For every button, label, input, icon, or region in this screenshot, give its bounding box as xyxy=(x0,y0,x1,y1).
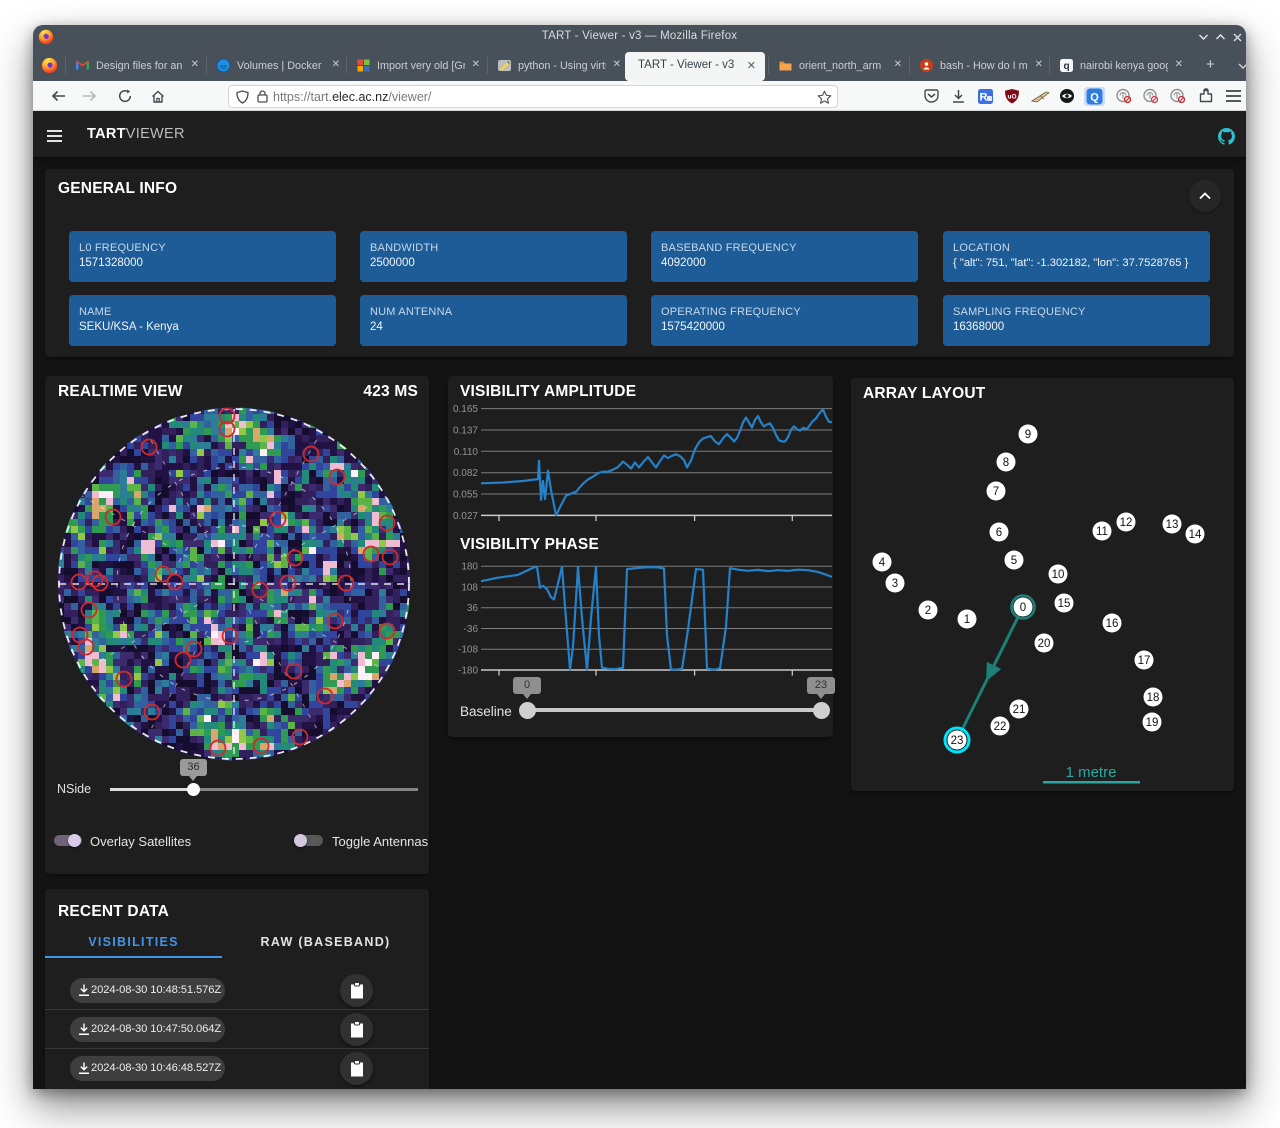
svg-text:-180: -180 xyxy=(458,666,478,677)
svg-text:0.027: 0.027 xyxy=(453,511,478,522)
svg-text:6: 6 xyxy=(996,527,1002,539)
svg-text:20: 20 xyxy=(1038,638,1051,650)
svg-text:180: 180 xyxy=(461,562,478,573)
svg-text:8: 8 xyxy=(1003,457,1009,469)
svg-text:4: 4 xyxy=(879,557,886,569)
svg-text:uO: uO xyxy=(1007,94,1016,101)
svg-text:7: 7 xyxy=(993,486,999,498)
svg-text:0.165: 0.165 xyxy=(453,404,478,415)
svg-text:18: 18 xyxy=(1147,692,1160,704)
svg-text:-36: -36 xyxy=(464,624,479,635)
svg-text:14: 14 xyxy=(1189,529,1202,541)
svg-text:23: 23 xyxy=(951,735,964,747)
svg-text:15: 15 xyxy=(1058,598,1071,610)
svg-text:16: 16 xyxy=(1106,618,1119,630)
svg-text:0.137: 0.137 xyxy=(453,426,478,437)
svg-text:12: 12 xyxy=(1120,517,1133,529)
svg-text:0.110: 0.110 xyxy=(454,447,479,458)
svg-text:1 metre: 1 metre xyxy=(1066,764,1117,781)
svg-text:0.055: 0.055 xyxy=(453,490,478,501)
svg-text:1: 1 xyxy=(964,614,970,626)
svg-text:5: 5 xyxy=(1011,555,1017,567)
svg-text:3: 3 xyxy=(892,578,898,590)
svg-text:108: 108 xyxy=(461,583,478,594)
svg-text:10: 10 xyxy=(1052,569,1065,581)
svg-text:0: 0 xyxy=(1020,602,1026,614)
svg-text:13: 13 xyxy=(1166,519,1179,531)
svg-text:Q: Q xyxy=(1090,91,1099,103)
svg-text:22: 22 xyxy=(994,721,1007,733)
svg-text:21: 21 xyxy=(1013,704,1026,716)
svg-text:9: 9 xyxy=(1025,429,1031,441)
svg-text:19: 19 xyxy=(1146,717,1159,729)
svg-text:-108: -108 xyxy=(458,645,478,656)
svg-text:2: 2 xyxy=(925,605,931,617)
svg-text:q: q xyxy=(1063,61,1069,72)
svg-text:17: 17 xyxy=(1138,655,1151,667)
svg-text:0.082: 0.082 xyxy=(453,468,478,479)
svg-text:R: R xyxy=(979,91,987,103)
svg-text:11: 11 xyxy=(1096,526,1108,538)
svg-text:36: 36 xyxy=(467,603,479,614)
